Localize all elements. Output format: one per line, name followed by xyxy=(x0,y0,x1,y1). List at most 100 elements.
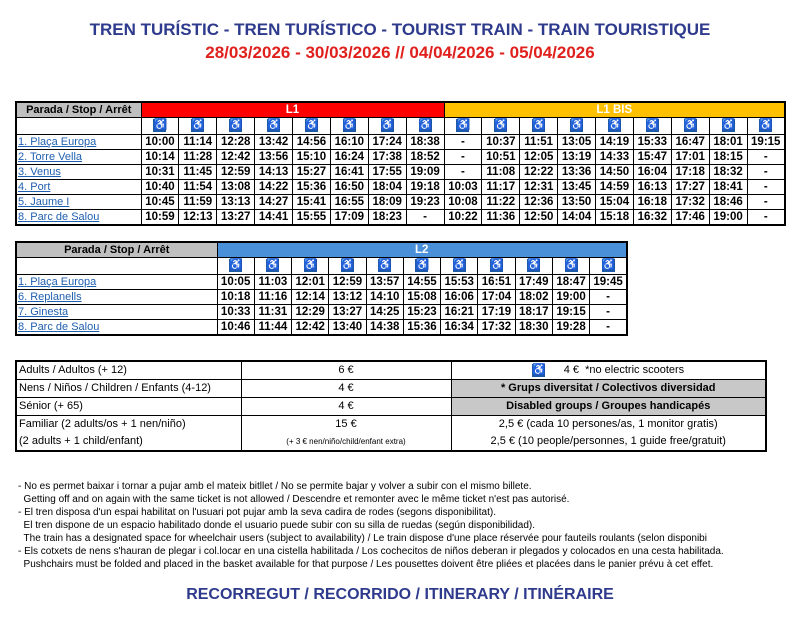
stop-link[interactable]: 5. Jaume I xyxy=(15,194,142,210)
fare-price: 4 € xyxy=(240,379,452,398)
departure-time: 16:55 xyxy=(329,194,369,210)
note-line: Getting off and on again with the same t… xyxy=(18,494,570,505)
fare-price: 4 € xyxy=(240,397,452,416)
stop-link[interactable]: 8. Parc de Salou xyxy=(15,319,218,336)
departure-time: 10:33 xyxy=(216,304,255,320)
departure-time: 18:01 xyxy=(708,134,748,150)
departure-time: 14:56 xyxy=(292,134,331,150)
departure-time: 13:12 xyxy=(328,289,367,305)
departure-time: 17:32 xyxy=(670,194,710,210)
departure-time: 17:04 xyxy=(477,289,516,305)
wheelchair-icon: ♿ xyxy=(378,259,392,273)
wheelchair-icon: ♿ xyxy=(415,259,430,273)
departure-time: - xyxy=(405,209,445,226)
wheelchair-icon: ♿ xyxy=(303,259,318,273)
accessibility-cell: ♿ xyxy=(551,257,591,275)
departure-time: 12:36 xyxy=(519,194,559,210)
departure-time: 10:08 xyxy=(443,194,483,210)
group-price: 2,5 € (cada 10 persones/as, 1 monitor gr… xyxy=(450,415,767,452)
departure-time: 14:25 xyxy=(365,304,404,320)
departure-time: 11:16 xyxy=(253,289,293,305)
departure-time: 18:41 xyxy=(708,179,748,195)
note-line: El tren dispone de un espacio habilitado… xyxy=(18,520,536,531)
fare-label: Nens / Niños / Children / Enfants (4-12) xyxy=(15,379,242,398)
accessibility-cell: ♿ xyxy=(253,257,293,275)
stop-link[interactable]: 2. Torre Vella xyxy=(15,149,142,165)
departure-time: 10:05 xyxy=(216,274,255,290)
stop-link[interactable]: 4. Port xyxy=(15,179,142,195)
departure-time: 10:18 xyxy=(216,289,255,305)
departure-time: 15:55 xyxy=(292,209,331,226)
stop-link[interactable]: 3. Venus xyxy=(15,164,142,180)
departure-time: 16:06 xyxy=(440,289,479,305)
departure-time: 18:30 xyxy=(514,319,553,336)
departure-time: 13:27 xyxy=(328,304,367,320)
departure-time: 10:22 xyxy=(443,209,483,226)
departure-time: 18:15 xyxy=(708,149,748,165)
stop-link[interactable]: 1. Plaça Europa xyxy=(15,134,142,150)
departure-time: 19:23 xyxy=(405,194,445,210)
departure-time: - xyxy=(746,149,786,165)
departure-time: - xyxy=(746,194,786,210)
table-row: 4. Port 10:40 11:54 13:08 14:22 15:36 16:50 18:… xyxy=(15,179,786,195)
wheelchair-icon: ♿ xyxy=(489,259,504,273)
departure-time: 18:17 xyxy=(514,304,553,320)
departure-time: 19:28 xyxy=(551,319,591,336)
accessibility-cell: ♿ xyxy=(178,117,218,135)
wheelchair-icon: ♿ xyxy=(191,119,206,133)
departure-time: 11:44 xyxy=(253,319,293,336)
departure-time: 15:33 xyxy=(632,134,672,150)
departure-time: 18:46 xyxy=(708,194,748,210)
accessibility-cell: ♿ xyxy=(708,117,748,135)
itinerary-heading: RECORREGUT / RECORRIDO / ITINERARY / ITI… xyxy=(186,586,614,603)
departure-time: - xyxy=(746,164,786,180)
stop-link[interactable]: 1. Plaça Europa xyxy=(15,274,218,290)
departure-time: 17:18 xyxy=(670,164,710,180)
departure-time: 19:00 xyxy=(708,209,748,226)
departure-time: 18:52 xyxy=(405,149,445,165)
group-price-ca: 2,5 € (cada 10 persones/as, 1 monitor gr… xyxy=(498,418,718,430)
accessibility-cell: ♿ xyxy=(365,257,404,275)
accessibility-cell: ♿ xyxy=(440,257,479,275)
departure-time: 18:23 xyxy=(367,209,407,226)
family-label: Familiar (2 adults/os + 1 nen/niño) xyxy=(19,418,186,430)
line-header-l1-bis: L1 BIS xyxy=(443,101,786,118)
accessibility-cell: ♿ xyxy=(328,257,367,275)
departure-time: 18:32 xyxy=(708,164,748,180)
departure-time: 16:32 xyxy=(632,209,672,226)
wheelchair-icon: ♿ xyxy=(607,119,622,133)
departure-time: 17:55 xyxy=(367,164,407,180)
departure-time: 18:38 xyxy=(405,134,445,150)
line-header-l1: L1 xyxy=(140,101,445,118)
note-line: Pushchairs must be folded and placed in … xyxy=(18,559,714,570)
departure-time: 10:03 xyxy=(443,179,483,195)
stop-link[interactable]: 7. Ginesta xyxy=(15,304,218,320)
wheelchair-icon: ♿ xyxy=(494,119,509,133)
departure-time: 17:32 xyxy=(477,319,516,336)
departure-time: 12:22 xyxy=(519,164,559,180)
accessibility-cell: ♿ xyxy=(514,257,553,275)
accessibility-cell: ♿ xyxy=(746,117,786,135)
departure-time: 18:09 xyxy=(367,194,407,210)
note-line: - No es permet baixar i tornar a pujar a… xyxy=(18,481,532,492)
departure-time: 15:27 xyxy=(292,164,331,180)
departure-time: 14:50 xyxy=(595,164,634,180)
wheelchair-icon: ♿ xyxy=(570,119,584,133)
departure-time: 19:15 xyxy=(746,134,786,150)
departure-time: 14:10 xyxy=(365,289,404,305)
price-row-family: Familiar (2 adults/os + 1 nen/niño) (2 ad… xyxy=(15,415,767,452)
price-row-senior: Sénior (+ 65) 4 € Disabled groups / Grou… xyxy=(15,397,767,416)
stop-link[interactable]: 8. Parc de Salou xyxy=(15,209,142,226)
accessibility-cell: ♿ xyxy=(367,117,407,135)
note-line: The train has a designated space for whe… xyxy=(18,533,707,544)
wheelchair-icon: ♿ xyxy=(229,259,243,273)
departure-time: 19:45 xyxy=(589,274,628,290)
departure-time: 18:02 xyxy=(514,289,553,305)
stop-link[interactable]: 6. Replanells xyxy=(15,289,218,305)
notes: - No es permet baixar i tornar a pujar a… xyxy=(18,480,724,571)
empty-cell xyxy=(15,257,218,275)
departure-time: 17:09 xyxy=(329,209,369,226)
departure-time: 13:13 xyxy=(216,194,256,210)
fare-price: 6 € xyxy=(240,360,452,380)
departure-time: 12:59 xyxy=(216,164,256,180)
